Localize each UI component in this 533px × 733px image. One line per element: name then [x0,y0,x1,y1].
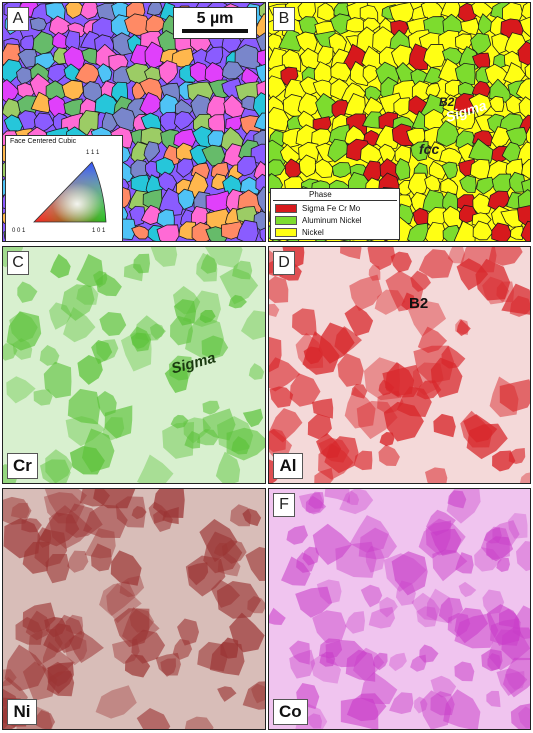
ipf-key-title: Face Centered Cubic [10,138,77,145]
panel-d-al-map: D B2 Al [268,246,531,484]
ipf-label-111: 1 1 1 [86,150,100,156]
annotation-b2: B2 [439,95,455,109]
al-element-map [269,247,530,483]
panel-label: B [273,7,295,31]
legend-item-label: Nickel [302,227,324,237]
element-label-ni: Ni [7,699,37,725]
annotation-fcc: fcc [419,141,440,157]
panel-label: F [273,493,295,517]
phase-legend: Phase Sigma Fe Cr Mo Aluminum Nickel Nic… [270,188,400,240]
legend-item-aluminum-nickel: Aluminum Nickel [275,214,362,226]
ni-element-map [3,489,265,729]
legend-swatch [275,227,297,237]
legend-item-nickel: Nickel [275,226,324,238]
element-label-cr: Cr [7,453,38,479]
element-label-co: Co [273,699,308,725]
ipf-triangle [33,161,107,223]
legend-item-label: Sigma Fe Cr Mo [302,203,361,213]
scale-bar-label: 5 µm [196,10,234,27]
scale-bar-line [182,29,248,33]
legend-item-label: Aluminum Nickel [302,215,362,225]
legend-swatch [275,203,297,213]
scale-bar: 5 µm [173,7,257,39]
legend-title: Phase [309,190,332,199]
element-label-al: Al [273,453,303,479]
legend-swatch [275,215,297,225]
cr-element-map [3,247,265,483]
panel-e-ni-map: E Ni [2,488,266,730]
legend-item-sigma: Sigma Fe Cr Mo [275,202,360,214]
ipf-grain-map [3,3,265,241]
panel-c-cr-map: C Sigma Cr [2,246,266,484]
panel-label: C [7,251,29,275]
ipf-color-key: Face Centered Cubic 1 1 1 0 [5,135,123,241]
panel-label: D [273,251,295,275]
ipf-label-001: 0 0 1 [12,228,26,234]
ipf-label-101: 1 0 1 [92,228,106,234]
panel-f-co-map: F Co [268,488,531,730]
panel-a-ipf-map: A 5 µm Face Centered Cubic [2,2,266,242]
panel-label: A [7,7,29,31]
annotation-b2: B2 [409,295,429,312]
co-element-map [269,489,530,729]
legend-divider [273,200,397,201]
